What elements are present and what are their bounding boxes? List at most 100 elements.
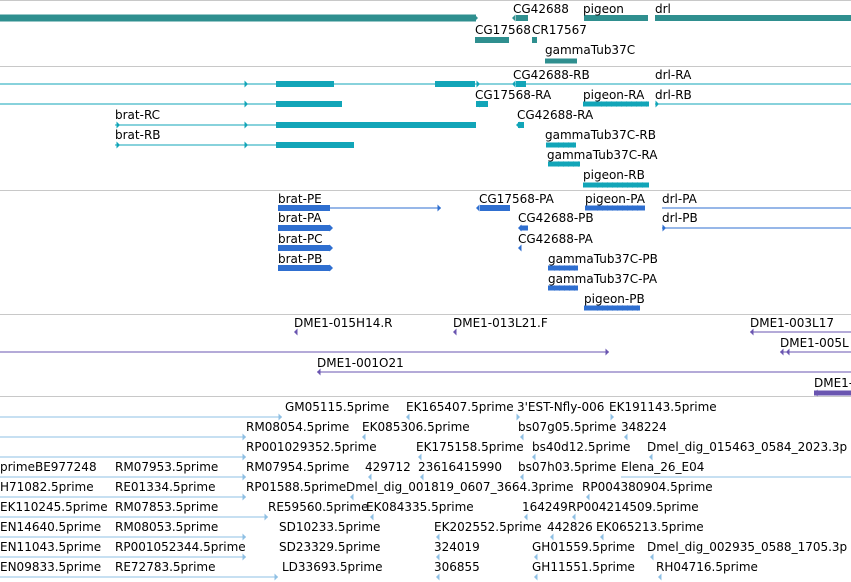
bac-label-001o21[interactable]: DME1-001O21 <box>317 356 404 370</box>
est-label[interactable]: RM08054.5prime <box>246 420 350 434</box>
exon-block <box>518 122 524 128</box>
protein-label-drl-pb[interactable]: drl-PB <box>662 211 698 225</box>
transcript-label-drl-ra[interactable]: drl-RA <box>655 68 692 82</box>
est-label[interactable]: EN14640.5prime <box>0 520 102 534</box>
gene-label-pigeon[interactable]: pigeon <box>583 2 624 16</box>
est-label[interactable]: RP004380904.5prime <box>582 480 713 494</box>
est-label[interactable]: bs40d12.5prime <box>532 440 631 454</box>
est-label[interactable]: GH01559.5prime <box>532 540 635 554</box>
est-label[interactable]: primeBE977248 <box>0 460 97 474</box>
est-label[interactable]: EK085306.5prime <box>362 420 470 434</box>
protein-label-gammatub37c-pa[interactable]: gammaTub37C-PA <box>548 272 658 286</box>
gene-label-cg42688[interactable]: CG42688 <box>513 2 569 16</box>
gene-label-gammatub37c[interactable]: gammaTub37C <box>545 43 636 57</box>
est-label[interactable]: RM08053.5prime <box>115 520 219 534</box>
est-marker <box>436 533 440 541</box>
est-label[interactable]: EK065213.5prime <box>596 520 704 534</box>
est-label[interactable]: RE01334.5prime <box>115 480 216 494</box>
est-label[interactable]: RE59560.5prime <box>268 500 369 514</box>
est-label[interactable]: Dmel_dig_001819_0607_3664.3prime <box>346 480 574 494</box>
est-marker <box>274 573 278 581</box>
est-label[interactable]: 306855 <box>434 560 480 574</box>
transcript-label-gammatub37c-ra[interactable]: gammaTub37C-RA <box>547 148 658 162</box>
est-label[interactable]: EK191143.5prime <box>609 400 717 414</box>
est-label[interactable]: GM05115.5prime <box>285 400 390 414</box>
est-label[interactable]: bs07h03.5prime <box>518 460 617 474</box>
protein-label-pigeon-pb[interactable]: pigeon-PB <box>584 292 645 306</box>
est-label[interactable]: 442826 <box>547 520 593 534</box>
strand-arrow <box>244 121 248 129</box>
bac-label-013l21[interactable]: DME1-013L21.F <box>453 316 548 330</box>
protein-label-cg42688-pa[interactable]: CG42688-PA <box>518 232 593 246</box>
transcript-label-cg17568-ra[interactable]: CG17568-RA <box>475 88 552 102</box>
strand-chevron <box>562 265 565 271</box>
est-label[interactable]: SD23329.5prime <box>279 540 381 554</box>
est-label[interactable]: RP004214509.5prime <box>568 500 699 514</box>
est-label[interactable]: RH04716.5prime <box>656 560 758 574</box>
est-label[interactable]: Elena_26_E04 <box>621 460 705 474</box>
est-label[interactable]: EN11043.5prime <box>0 540 102 554</box>
transcript-label-gammatub37c-rb[interactable]: gammaTub37C-RB <box>545 128 656 142</box>
est-label[interactable]: RM07954.5prime <box>246 460 350 474</box>
protein-label-brat-pa[interactable]: brat-PA <box>278 211 322 225</box>
est-label[interactable]: RM07953.5prime <box>115 460 219 474</box>
est-label[interactable]: H71082.5prime <box>0 480 94 494</box>
bac-label-003l17[interactable]: DME1-003L17 <box>750 316 834 330</box>
est-label[interactable]: RP01588.5prime <box>246 480 347 494</box>
est-label[interactable]: GH11551.5prime <box>532 560 635 574</box>
est-label[interactable]: EK110245.5prime <box>0 500 108 514</box>
est-label[interactable]: EK084335.5prime <box>366 500 474 514</box>
protein-label-drl-pa[interactable]: drl-PA <box>662 192 697 206</box>
est-label[interactable]: EK202552.5prime <box>434 520 542 534</box>
est-marker <box>242 433 246 441</box>
est-label[interactable]: EK165407.5prime <box>406 400 514 414</box>
gene-bar-pigeon <box>584 15 648 21</box>
est-label[interactable]: EK175158.5prime <box>416 440 524 454</box>
transcript-label-pigeon-ra[interactable]: pigeon-RA <box>583 88 645 102</box>
bac-label-015h14[interactable]: DME1-015H14.R <box>294 316 393 330</box>
est-label[interactable]: RE72783.5prime <box>115 560 216 574</box>
bac-label-dme1-partial[interactable]: DME1- <box>814 376 851 390</box>
est-marker <box>278 413 282 421</box>
est-label[interactable]: RP001052344.5prime <box>115 540 246 554</box>
est-label[interactable]: EN09833.5prime <box>0 560 102 574</box>
est-label[interactable]: 164249 <box>522 500 568 514</box>
bac-label-005l[interactable]: DME1-005L <box>780 336 849 350</box>
transcript-label-pigeon-rb[interactable]: pigeon-RB <box>583 168 645 182</box>
est-label[interactable]: Dmel_dig_015463_0584_2023.3p <box>647 440 848 454</box>
est-label[interactable]: 23616415990 <box>418 460 502 474</box>
protein-label-brat-pc[interactable]: brat-PC <box>278 232 323 246</box>
protein-label-cg42688-pb[interactable]: CG42688-PB <box>518 211 594 225</box>
strand-chevron <box>561 161 564 167</box>
est-label[interactable]: 348224 <box>621 420 667 434</box>
strand-arrow <box>437 204 441 212</box>
gene-label-cr17567[interactable]: CR17567 <box>532 23 587 37</box>
est-label[interactable]: SD10233.5prime <box>279 520 381 534</box>
est-label[interactable]: RP001029352.5prime <box>246 440 377 454</box>
est-label[interactable]: LD33693.5prime <box>282 560 383 574</box>
est-label[interactable]: 324019 <box>434 540 480 554</box>
est-label[interactable]: 3'EST-Nfly-006 <box>517 400 605 414</box>
protein-label-pigeon-pa[interactable]: pigeon-PA <box>585 192 645 206</box>
protein-label-brat-pe[interactable]: brat-PE <box>278 192 322 206</box>
est-label[interactable]: 429712 <box>365 460 411 474</box>
protein-label-brat-pb[interactable]: brat-PB <box>278 252 323 266</box>
est-label[interactable]: Dmel_dig_002935_0588_1705.3p <box>647 540 848 554</box>
est-marker <box>524 513 528 521</box>
transcript-label-drl-rb[interactable]: drl-RB <box>655 88 692 102</box>
strand-chevron <box>632 182 635 188</box>
transcript-label-cg42688-ra[interactable]: CG42688-RA <box>517 108 594 122</box>
transcript-label-brat-rc[interactable]: brat-RC <box>115 108 161 122</box>
strand-chevron <box>597 182 600 188</box>
protein-label-gammatub37c-pb[interactable]: gammaTub37C-PB <box>548 252 658 266</box>
exon-block <box>278 225 330 231</box>
transcript-label-cg42688-rb[interactable]: CG42688-RB <box>513 68 590 82</box>
est-label[interactable]: RM07853.5prime <box>115 500 219 514</box>
gene-label-cg17568[interactable]: CG17568 <box>475 23 531 37</box>
protein-label-cg17568-pa[interactable]: CG17568-PA <box>479 192 554 206</box>
gene-label-drl[interactable]: drl <box>655 2 671 16</box>
est-label[interactable]: bs07g05.5prime <box>518 420 617 434</box>
strand-chevron <box>637 205 640 211</box>
transcript-label-brat-rb[interactable]: brat-RB <box>115 128 161 142</box>
